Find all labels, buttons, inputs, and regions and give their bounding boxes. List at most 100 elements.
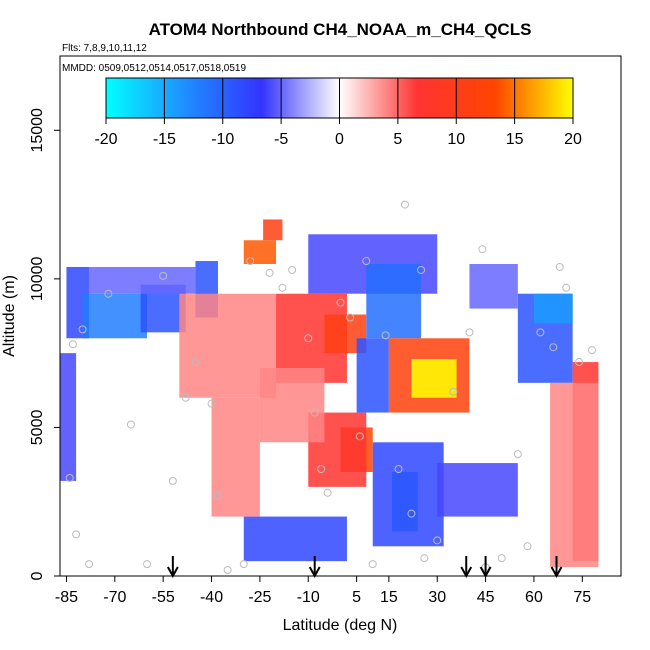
x-tick-label: -10: [297, 589, 320, 606]
heatmap-cells: [60, 219, 599, 568]
sample-point: [575, 358, 584, 367]
x-tick-label: 5: [352, 589, 361, 606]
y-tick-label: 10000: [29, 257, 46, 302]
x-tick-label: -70: [103, 589, 126, 606]
sample-point: [549, 343, 558, 352]
colorbar-tick-label: -10: [211, 131, 234, 148]
sample-point: [68, 340, 77, 349]
colorbar-tick-label: 15: [506, 131, 524, 148]
x-axis-label: Latitude (deg N): [283, 617, 398, 634]
sample-point: [246, 257, 255, 266]
heatmap-cell: [533, 293, 573, 324]
x-tick-label: -40: [200, 589, 223, 606]
sample-point: [213, 491, 222, 500]
heatmap-cell: [550, 382, 599, 568]
sample-point: [394, 465, 403, 474]
heatmap-cell: [366, 264, 422, 339]
sample-point: [523, 542, 532, 551]
sample-point: [207, 399, 216, 408]
sample-point: [265, 268, 274, 277]
heatmap-cell: [82, 293, 148, 339]
sample-point: [317, 465, 326, 474]
sample-point: [223, 566, 232, 575]
chart-title: ATOM4 Northbound CH4_NOAA_m_CH4_QCLS: [149, 20, 532, 39]
heatmap-cell: [372, 442, 444, 547]
colorbar-tick-label: -20: [94, 131, 117, 148]
chart-subtitle-flights: Flts: 7,8,9,10,11,12: [62, 43, 147, 54]
plot-frame: [59, 55, 622, 577]
sample-point: [513, 450, 522, 459]
sample-point: [346, 313, 355, 322]
heatmap-cell: [243, 516, 347, 562]
colorbar-tick-label: 5: [393, 131, 402, 148]
sample-point: [336, 298, 345, 307]
x-axis: -85 -70 -55 -40 -25 -10 5 15 30 45 60 75: [55, 576, 591, 606]
colorbar-tick-label: -5: [274, 131, 288, 148]
colorbar: -20 -15 -10 -5 0 5 10 15 20: [94, 77, 582, 148]
sample-point: [168, 476, 177, 485]
x-tick-label: -25: [248, 589, 271, 606]
sample-point: [323, 488, 332, 497]
heatmap-cell: [259, 368, 325, 443]
sample-point: [181, 393, 190, 402]
x-tick-label: 75: [573, 589, 591, 606]
colorbar-tick-label: 10: [447, 131, 465, 148]
colorbar-tick-label: 20: [564, 131, 582, 148]
chart-subtitle-dates: MMDD: 0509,0512,0514,0517,0518,0519: [62, 63, 246, 74]
y-axis: 0 5000 10000 15000: [29, 108, 60, 580]
heatmap-cell: [243, 240, 277, 264]
y-tick-label: 0: [29, 571, 46, 580]
sample-point: [420, 554, 429, 563]
y-axis-label: Altitude (m): [1, 275, 18, 357]
sample-point: [407, 509, 416, 518]
sample-point: [143, 560, 152, 569]
heatmap-cell: [89, 266, 196, 294]
sample-point: [278, 283, 287, 292]
heatmap-cell: [411, 359, 457, 398]
sample-point: [381, 331, 390, 340]
sample-point: [449, 387, 458, 396]
y-tick-label: 5000: [29, 410, 46, 446]
sample-point: [288, 265, 297, 274]
sample-point: [417, 265, 426, 274]
y-tick-label: 15000: [29, 108, 46, 153]
sample-point: [555, 262, 564, 271]
sample-point: [159, 271, 168, 280]
sample-point: [191, 358, 200, 367]
sample-point: [497, 554, 506, 563]
sample-point: [562, 283, 571, 292]
x-tick-label: 30: [428, 589, 446, 606]
sample-point: [587, 346, 596, 355]
sample-point: [478, 245, 487, 254]
colorbar-tick-label: 0: [335, 131, 344, 148]
x-tick-label: 15: [380, 589, 398, 606]
sample-point: [310, 408, 319, 417]
heatmap-cell: [469, 264, 518, 309]
sample-point: [304, 334, 313, 343]
sample-point: [78, 325, 87, 334]
x-tick-label: 60: [525, 589, 543, 606]
sample-point: [85, 560, 94, 569]
sample-point: [72, 530, 81, 539]
sample-point: [126, 420, 135, 429]
sample-point: [400, 200, 409, 209]
x-tick-label: -55: [152, 589, 175, 606]
sample-point: [536, 328, 545, 337]
sample-point: [65, 473, 74, 482]
sample-point: [239, 560, 248, 569]
heatmap-cell: [211, 397, 260, 517]
x-tick-label: -85: [55, 589, 78, 606]
sample-point: [104, 289, 113, 298]
sample-point: [355, 432, 364, 441]
heatmap-cell: [263, 219, 283, 241]
heatmap-cell: [60, 353, 77, 481]
sample-point: [465, 328, 474, 337]
x-tick-label: 45: [477, 589, 495, 606]
heatmap-cell: [437, 463, 518, 517]
sample-point: [368, 560, 377, 569]
heatmap-cell: [356, 338, 389, 413]
sample-point: [433, 536, 442, 545]
colorbar-tick-label: -15: [153, 131, 176, 148]
